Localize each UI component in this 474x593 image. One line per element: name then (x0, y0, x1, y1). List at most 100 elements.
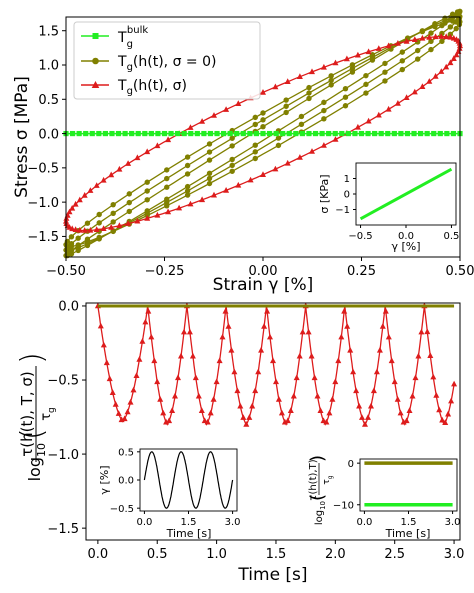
y-tick-label: −1.5 (27, 230, 59, 245)
red-data-point (144, 215, 151, 221)
legend-square-marker (92, 33, 99, 39)
olive-data-point (144, 197, 150, 203)
red-data-point (130, 386, 137, 393)
red-data-point (116, 222, 123, 228)
green-data-point (306, 130, 312, 137)
olive-data-point (306, 90, 312, 96)
green-data-point (240, 130, 246, 137)
strain-inset-x-ticks: 0.0 1.5 3.0 (136, 511, 241, 528)
y-tick-label: −1.0 (27, 196, 59, 211)
red-data-point (249, 402, 256, 409)
green-data-point (69, 130, 76, 137)
olive-data-point (321, 99, 327, 106)
stress-strain-inset: −0.5 0.0 0.5 1 0 −1 γ [%] σ [KPa] (318, 162, 459, 253)
green-data-point (89, 130, 95, 137)
red-data-point (278, 409, 285, 416)
olive-data-point (283, 97, 289, 103)
red-data-point (225, 323, 232, 329)
red-data-point (176, 204, 183, 211)
red-data-point (175, 374, 181, 381)
red-data-point (144, 148, 151, 155)
relaxation-time-plot-area (94, 302, 458, 427)
olive-data-point (328, 77, 334, 84)
green-data-point (221, 130, 227, 137)
red-data-point (192, 374, 199, 381)
green-data-point (234, 130, 240, 137)
olive-data-point (229, 135, 235, 141)
olive-data-point (184, 154, 191, 160)
olive-data-point (275, 142, 282, 149)
olive-data-point (399, 66, 406, 73)
y-tick-label: 1 (344, 174, 350, 185)
olive-data-point (453, 25, 459, 32)
green-data-point (437, 130, 443, 137)
green-data-point (404, 130, 411, 137)
olive-data-point (447, 16, 454, 23)
olive-data-point (453, 19, 459, 25)
red-data-point (438, 68, 445, 74)
red-data-point (376, 346, 383, 353)
red-data-point (211, 112, 217, 118)
green-data-point (135, 130, 141, 137)
olive-data-point (144, 188, 150, 194)
olive-data-point (206, 170, 213, 177)
red-data-point (308, 352, 315, 359)
red-data-point (362, 421, 368, 427)
red-data-point (447, 33, 454, 40)
red-data-point (451, 380, 458, 387)
olive-data-point (164, 175, 170, 182)
red-data-point (103, 359, 110, 366)
red-data-point (370, 387, 377, 394)
red-data-point (237, 402, 244, 409)
red-data-point (403, 94, 410, 100)
red-data-point (406, 407, 413, 413)
red-data-point (108, 171, 115, 178)
legend-triangle-marker (91, 81, 100, 88)
olive-data-point (75, 243, 81, 249)
red-data-point (160, 409, 167, 416)
inset-green-line (359, 167, 453, 221)
red-data-point (124, 408, 131, 415)
x-tick-label: 3.0 (444, 547, 465, 562)
x-tick-label: 0.0 (88, 547, 109, 562)
green-data-point (168, 130, 174, 137)
bottom-y-ticks: 0.0 −0.5 −1.0 −1.5 (47, 300, 86, 537)
red-data-point (439, 416, 446, 423)
red-data-point (385, 333, 392, 340)
olive-data-point (428, 38, 434, 45)
red-data-point (81, 192, 88, 198)
red-data-point (329, 396, 336, 402)
olive-data-point (110, 201, 116, 208)
red-data-point (433, 392, 440, 398)
relaxation-bulk-inset: 0.0 1.5 3.0 0 −10 Time [s] log10 ( τ(h(t),T… (307, 455, 461, 540)
red-data-point (443, 63, 450, 70)
y-tick-label: −0.5 (27, 162, 59, 177)
red-data-point (145, 307, 152, 314)
red-data-point (309, 148, 315, 154)
olive-data-point (260, 117, 266, 123)
red-data-point (231, 368, 238, 375)
x-tick-label: 0.25 (347, 264, 376, 279)
olive-data-point (206, 149, 213, 155)
red-data-point (87, 226, 94, 233)
olive-data-point (184, 183, 191, 190)
stress-strain-panel: −0.50 −0.25 0.00 0.25 0.50 1.51.00.50.0−0.5−… (12, 8, 474, 295)
x-tick-label: 0.00 (249, 264, 278, 279)
green-data-point (96, 130, 102, 137)
y-tick-label: 0.0 (58, 300, 79, 315)
olive-data-point (342, 94, 349, 100)
green-data-point (378, 130, 384, 137)
green-data-point (83, 130, 89, 137)
red-data-point (255, 368, 262, 375)
red-data-point (436, 406, 443, 413)
x-tick-label: 0.0 (398, 231, 414, 242)
red-data-point (314, 392, 321, 399)
olive-data-point (399, 58, 406, 64)
red-data-point (272, 165, 279, 172)
red-data-point (412, 374, 419, 381)
red-data-point (121, 415, 128, 422)
red-data-point (343, 55, 350, 62)
red-data-point (172, 392, 178, 399)
red-data-point (350, 368, 357, 375)
